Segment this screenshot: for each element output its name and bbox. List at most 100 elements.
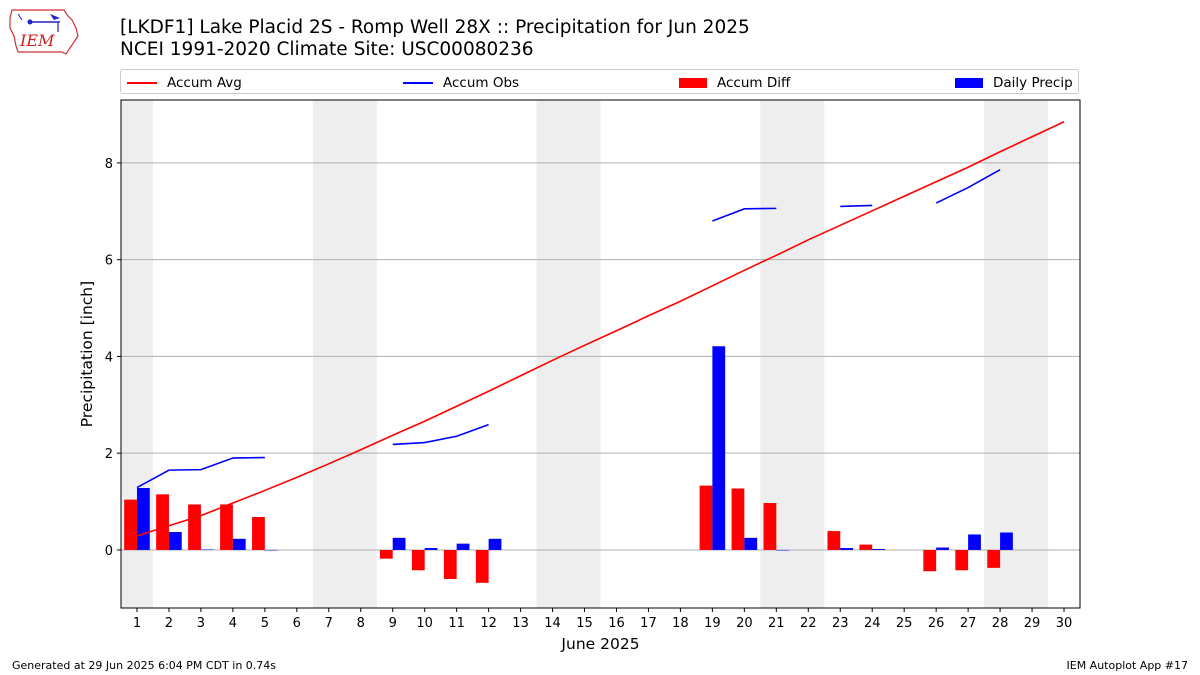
generated-note: Generated at 29 Jun 2025 6:04 PM CDT in … — [12, 659, 277, 672]
weekend-shade-1 — [312, 100, 377, 608]
accum-diff-bar-21 — [763, 503, 777, 550]
x-tick-label-1: 1 — [133, 616, 141, 631]
x-tick-label-27: 27 — [960, 616, 977, 631]
daily-precip-bar-11 — [456, 543, 470, 550]
x-axis-label: June 2025 — [560, 635, 639, 653]
accum-diff-bar-27 — [955, 549, 969, 571]
accum-obs-line-segment-4 — [935, 168, 1001, 204]
x-tick-label-20: 20 — [736, 616, 753, 631]
x-tick-label-7: 7 — [325, 616, 333, 631]
daily-precip-bar-19 — [712, 346, 726, 550]
x-tick-label-4: 4 — [229, 616, 237, 631]
daily-precip-bar-28 — [1000, 532, 1013, 550]
legend-swatch-accum-diff — [679, 77, 707, 88]
x-tick-label-28: 28 — [992, 616, 1009, 631]
legend-label-accum-obs: Accum Obs — [443, 74, 520, 91]
weekend-shade-2 — [536, 100, 601, 608]
daily-precip-bar-20 — [744, 537, 758, 550]
app-note: IEM Autoplot App #17 — [1066, 659, 1189, 672]
accum-obs-line-segment-1 — [392, 423, 489, 446]
legend-item-accum-avg: Accum Avg — [127, 74, 242, 91]
accum-diff-bar-12 — [475, 549, 489, 583]
y-tick-label-4: 4 — [105, 350, 113, 365]
accum-diff-bar-3 — [188, 504, 201, 550]
daily-precip-bar-27 — [968, 534, 981, 550]
legend-item-accum-obs: Accum Obs — [403, 74, 519, 91]
accum-diff-bar-10 — [411, 549, 425, 571]
legend-swatch-accum-avg — [127, 81, 157, 84]
title-line-1: [LKDF1] Lake Placid 2S - Romp Well 28X :… — [120, 17, 750, 38]
chart-title: [LKDF1] Lake Placid 2S - Romp Well 28X :… — [120, 17, 750, 61]
y-tick-label-2: 2 — [105, 447, 113, 462]
y-tick-label-6: 6 — [105, 254, 113, 269]
accum-avg-line — [136, 121, 1065, 537]
title-line-2: NCEI 1991-2020 Climate Site: USC00080236 — [120, 39, 534, 60]
y-tick-label-0: 0 — [105, 544, 113, 559]
daily-precip-bar-3 — [200, 549, 214, 550]
y-axis-label: Precipitation [inch] — [78, 281, 96, 427]
accum-obs-line-segment-2 — [712, 207, 777, 222]
accum-diff-bar-9 — [379, 549, 393, 559]
x-tick-label-14: 14 — [544, 616, 561, 631]
x-tick-label-26: 26 — [928, 616, 945, 631]
x-tick-label-9: 9 — [389, 616, 397, 631]
legend-swatch-daily-precip — [955, 77, 983, 88]
accum-diff-bar-2 — [156, 494, 169, 550]
x-tick-label-21: 21 — [768, 616, 785, 631]
daily-precip-bar-5 — [264, 549, 278, 551]
x-tick-label-2: 2 — [165, 616, 173, 631]
accum-obs-line-segment-3 — [840, 204, 873, 208]
x-tick-label-25: 25 — [896, 616, 913, 631]
accum-diff-bar-19 — [699, 485, 713, 550]
accum-diff-bar-28 — [987, 549, 1001, 568]
daily-precip-bar-9 — [392, 537, 406, 550]
legend-swatch-accum-obs — [403, 81, 433, 84]
x-tick-label-8: 8 — [357, 616, 365, 631]
iem-logo: IEM — [9, 9, 79, 55]
daily-precip-bar-21 — [776, 549, 790, 551]
weekend-shade-4 — [984, 100, 1049, 608]
x-tick-label-15: 15 — [576, 616, 593, 631]
legend-item-accum-diff: Accum Diff — [679, 74, 790, 91]
accum-diff-bar-24 — [859, 544, 873, 550]
x-tick-label-12: 12 — [480, 616, 497, 631]
accum-diff-bar-23 — [827, 531, 841, 550]
x-tick-label-3: 3 — [197, 616, 205, 631]
logo-text: IEM — [19, 31, 55, 50]
x-tick-label-10: 10 — [416, 616, 433, 631]
accum-diff-bar-5 — [252, 517, 265, 550]
legend: Accum Avg Accum Obs Accum Diff Daily Pre… — [120, 69, 1079, 94]
x-tick-label-29: 29 — [1024, 616, 1041, 631]
x-tick-label-6: 6 — [293, 616, 301, 631]
daily-precip-bar-4 — [232, 538, 246, 550]
x-tick-label-30: 30 — [1056, 616, 1073, 631]
accum-diff-bar-4 — [220, 504, 233, 550]
legend-label-accum-diff: Accum Diff — [717, 74, 791, 91]
x-tick-label-5: 5 — [261, 616, 269, 631]
daily-precip-bar-2 — [168, 532, 182, 550]
x-tick-label-24: 24 — [864, 616, 881, 631]
x-tick-label-18: 18 — [672, 616, 689, 631]
x-tick-label-22: 22 — [800, 616, 817, 631]
daily-precip-bar-23 — [840, 548, 854, 550]
legend-label-daily-precip: Daily Precip — [993, 74, 1073, 91]
x-tick-label-19: 19 — [704, 616, 721, 631]
daily-precip-bar-1 — [136, 488, 150, 550]
daily-precip-bar-10 — [424, 548, 438, 550]
accum-diff-bar-1 — [124, 499, 137, 550]
x-tick-label-17: 17 — [640, 616, 657, 631]
x-tick-label-23: 23 — [832, 616, 849, 631]
accum-diff-bar-20 — [731, 488, 745, 550]
x-tick-label-11: 11 — [448, 616, 465, 631]
daily-precip-bar-12 — [488, 538, 502, 550]
x-tick-label-13: 13 — [512, 616, 529, 631]
legend-label-accum-avg: Accum Avg — [167, 74, 242, 91]
plot-frame — [120, 99, 1081, 609]
daily-precip-bar-24 — [872, 548, 886, 550]
legend-item-daily-precip: Daily Precip — [955, 74, 1073, 91]
accum-obs-line-segment-0 — [136, 456, 265, 489]
daily-precip-bar-26 — [936, 547, 949, 550]
x-tick-label-16: 16 — [608, 616, 625, 631]
y-tick-label-8: 8 — [105, 157, 113, 172]
